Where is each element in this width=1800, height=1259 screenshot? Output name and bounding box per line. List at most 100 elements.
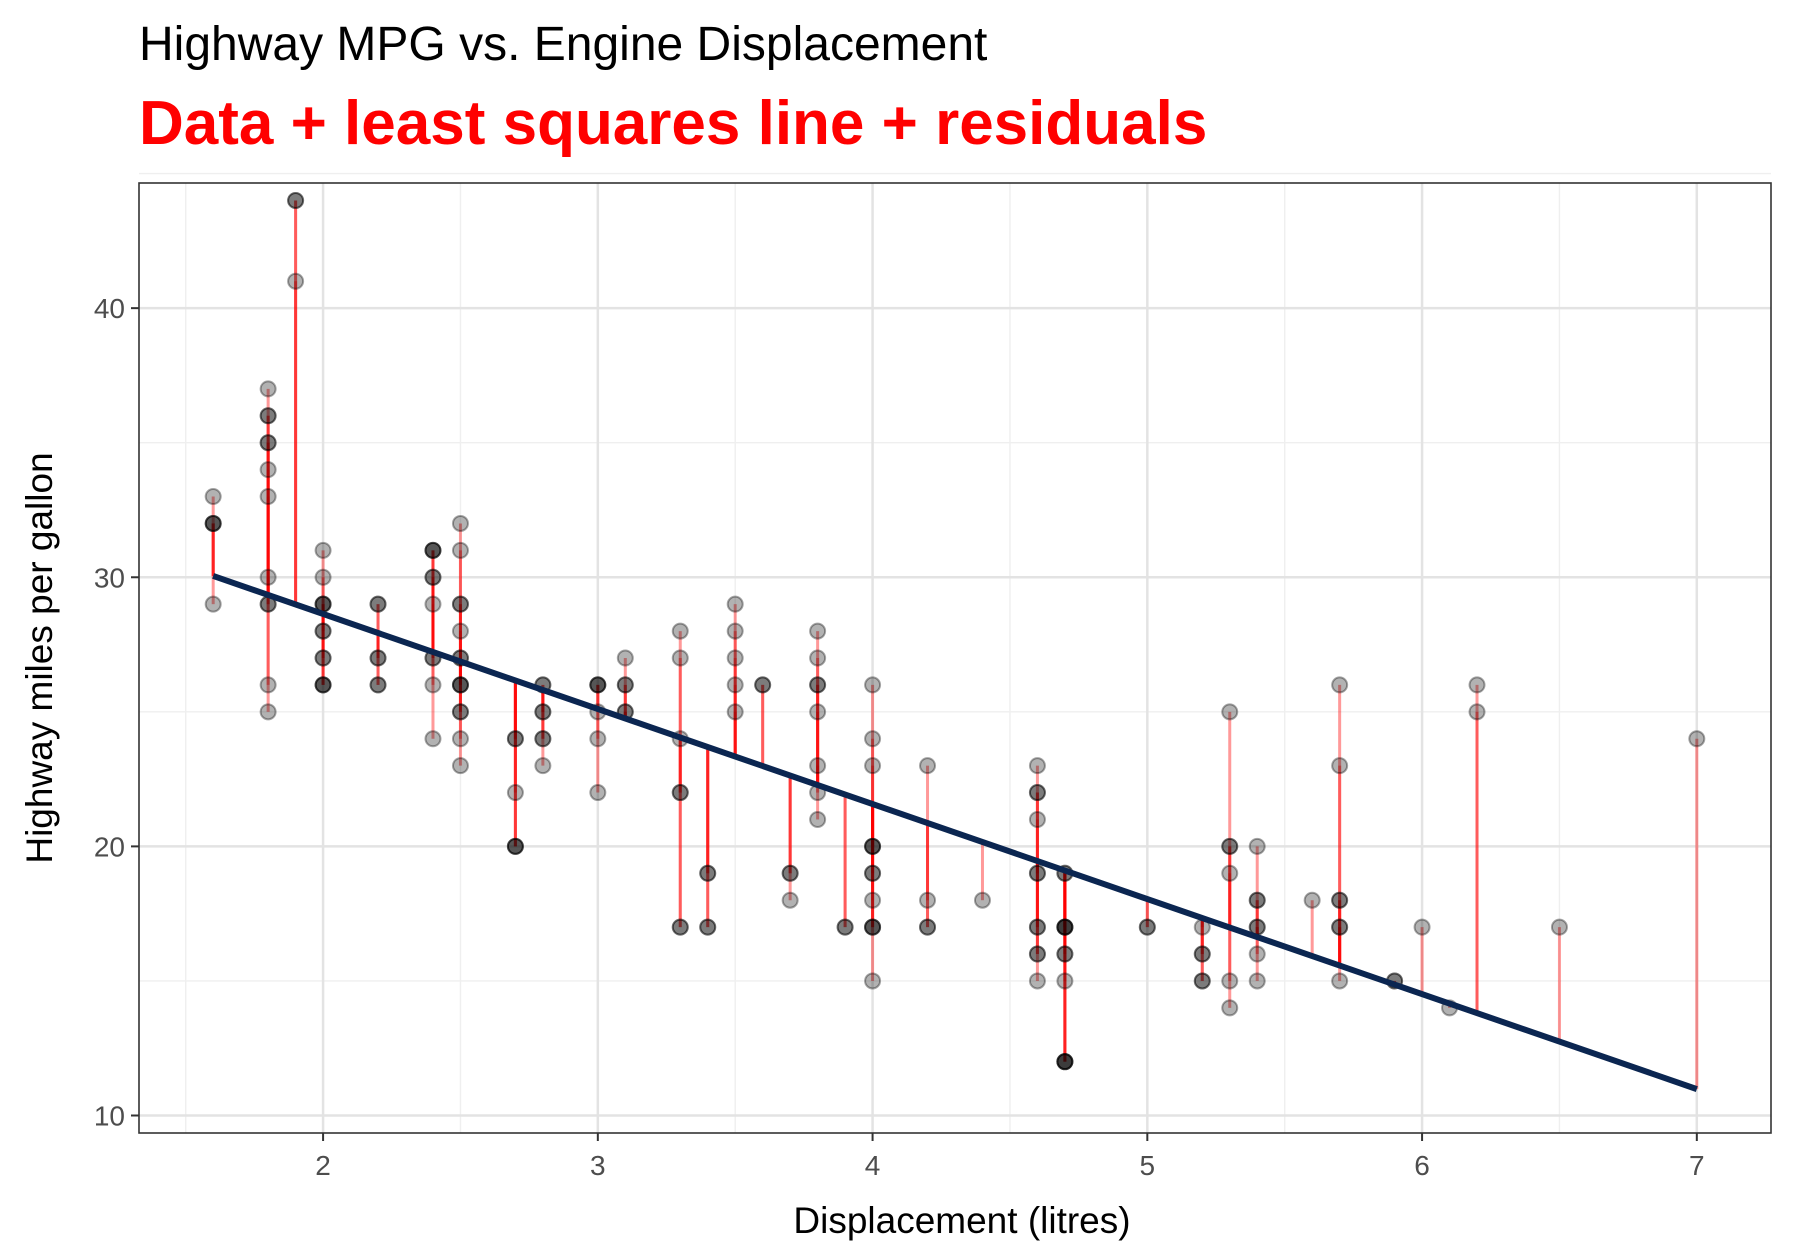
data-point: [424, 541, 442, 559]
x-axis-ticks: 2 3 4 5 6 7: [315, 1133, 1705, 1181]
data-point: [314, 676, 332, 694]
data-point: [699, 918, 717, 936]
data-point: [259, 380, 277, 398]
data-point: [369, 595, 387, 613]
y-tick-label: 10: [94, 1101, 125, 1132]
residual-lines: [211, 200, 1699, 1090]
data-point: [259, 676, 277, 694]
data-point: [534, 730, 552, 748]
data-point: [287, 191, 305, 209]
data-point: [1221, 972, 1239, 990]
data-point: [1303, 891, 1321, 909]
data-point: [534, 757, 552, 775]
data-point: [1056, 918, 1074, 936]
data-point: [259, 461, 277, 479]
data-point: [864, 918, 882, 936]
data-point: [506, 837, 524, 855]
data-point: [1056, 918, 1074, 936]
x-tick-label: 5: [1140, 1150, 1156, 1181]
data-point: [259, 488, 277, 506]
data-point: [204, 488, 222, 506]
data-point: [1468, 676, 1486, 694]
data-point: [864, 730, 882, 748]
data-point: [864, 837, 882, 855]
data-point: [616, 676, 634, 694]
fit-line-group: [212, 573, 1698, 1092]
data-point: [699, 864, 717, 882]
data-point: [1028, 918, 1046, 936]
data-point: [1221, 837, 1239, 855]
data-point: [314, 541, 332, 559]
data-point: [1138, 918, 1156, 936]
data-point: [864, 676, 882, 694]
x-tick-label: 6: [1414, 1150, 1430, 1181]
data-point: [1028, 784, 1046, 802]
data-point: [1056, 1053, 1074, 1071]
data-point: [1028, 864, 1046, 882]
data-point: [1028, 945, 1046, 963]
data-point: [1028, 945, 1046, 963]
data-point: [1248, 972, 1266, 990]
data-point: [506, 784, 524, 802]
data-point: [836, 918, 854, 936]
data-point: [369, 649, 387, 667]
data-point: [534, 703, 552, 721]
x-tick-label: 4: [865, 1150, 881, 1181]
data-point: [506, 837, 524, 855]
data-point: [1028, 864, 1046, 882]
chart-title: Highway MPG vs. Engine Displacement: [139, 18, 987, 71]
data-point: [1028, 810, 1046, 828]
data-point: [259, 568, 277, 586]
data-point: [809, 622, 827, 640]
data-point: [1688, 730, 1706, 748]
data-point: [726, 595, 744, 613]
data-point: [589, 730, 607, 748]
data-point: [369, 676, 387, 694]
data-point: [781, 891, 799, 909]
y-axis-ticks: 10 20 30 40: [94, 293, 139, 1132]
data-point: [314, 622, 332, 640]
data-point: [754, 676, 772, 694]
data-point: [864, 757, 882, 775]
x-tick-label: 2: [315, 1150, 331, 1181]
data-point: [781, 864, 799, 882]
data-point: [781, 864, 799, 882]
data-point: [1221, 837, 1239, 855]
data-point: [864, 864, 882, 882]
data-point: [1221, 864, 1239, 882]
data-point: [754, 676, 772, 694]
panel-border: [138, 182, 1772, 1134]
data-point: [314, 676, 332, 694]
data-point: [1056, 1053, 1074, 1071]
data-point: [314, 568, 332, 586]
data-point: [314, 649, 332, 667]
data-point: [809, 676, 827, 694]
data-point: [864, 837, 882, 855]
data-point: [919, 757, 937, 775]
data-point: [451, 595, 469, 613]
data-point: [259, 434, 277, 452]
data-point: [809, 676, 827, 694]
data-point: [671, 918, 689, 936]
data-point: [506, 730, 524, 748]
data-point: [699, 918, 717, 936]
data-point: [726, 703, 744, 721]
data-point: [1056, 918, 1074, 936]
data-point: [1221, 999, 1239, 1017]
data-point: [671, 784, 689, 802]
y-tick-label: 40: [94, 293, 125, 324]
data-point: [204, 514, 222, 532]
chart-subtitle: Data + least squares line + residuals: [139, 89, 1207, 158]
data-point: [534, 703, 552, 721]
data-point: [1056, 918, 1074, 936]
data-point: [451, 730, 469, 748]
data-point: [1193, 972, 1211, 990]
data-point: [451, 703, 469, 721]
data-point: [589, 784, 607, 802]
data-point: [287, 191, 305, 209]
data-point: [369, 595, 387, 613]
data-point: [864, 972, 882, 990]
data-point: [864, 918, 882, 936]
data-point: [809, 810, 827, 828]
data-point: [864, 864, 882, 882]
